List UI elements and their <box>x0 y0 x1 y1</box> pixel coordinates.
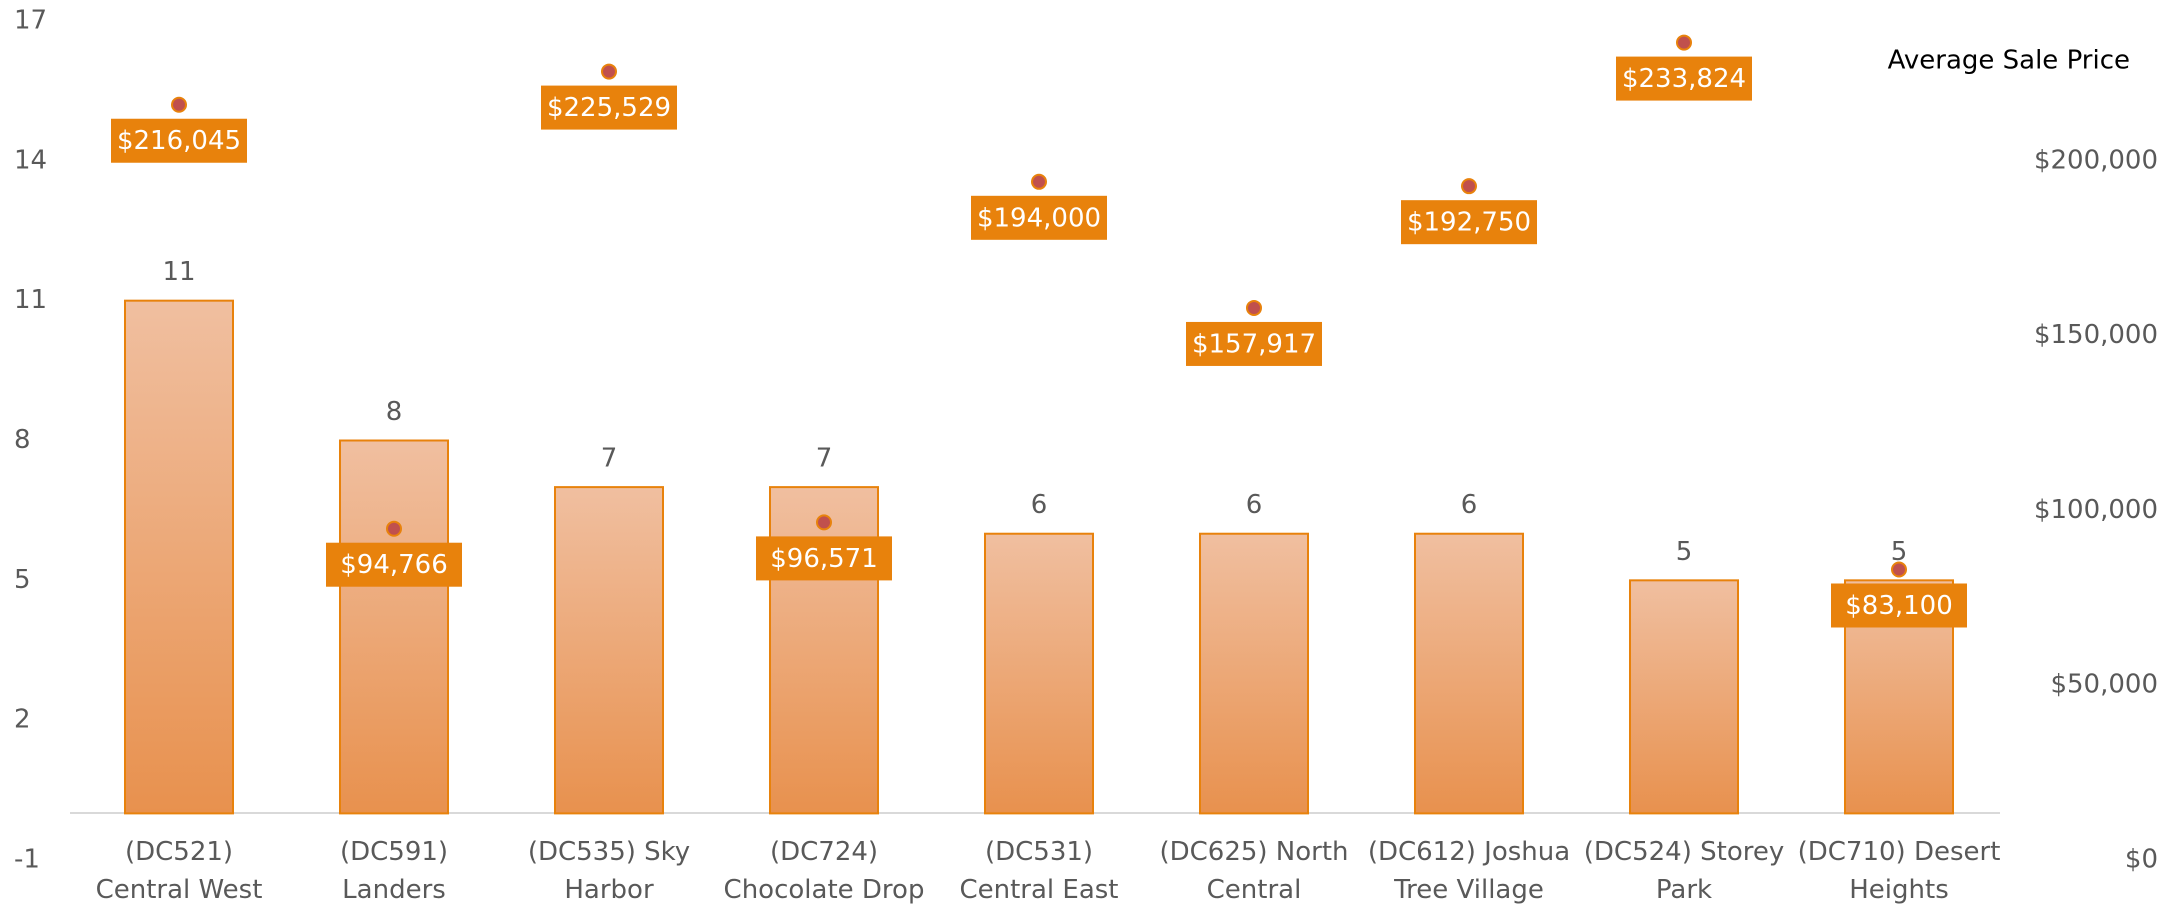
x-tick-label: (DC710) Desert Heights <box>1797 837 2001 905</box>
bar <box>769 486 879 815</box>
x-tick-label: (DC535) Sky Harbor <box>527 837 691 905</box>
y2-tick-label: $200,000 <box>2034 145 2158 175</box>
bar <box>1199 532 1309 815</box>
price-point <box>1246 299 1262 316</box>
y-tick-label: 17 <box>14 6 47 36</box>
price-point <box>601 63 617 80</box>
price-label-box <box>1186 321 1322 366</box>
price-point <box>1031 173 1047 190</box>
price-label: $94,766 <box>340 550 448 580</box>
price-label-box <box>1831 583 1967 628</box>
price-point <box>386 520 402 537</box>
price-label-box <box>1616 56 1752 101</box>
price-point <box>816 514 832 531</box>
bar-value-label: 6 <box>1461 490 1478 520</box>
price-point <box>171 96 187 113</box>
bar <box>124 299 234 815</box>
bar <box>984 532 1094 815</box>
price-label: $192,750 <box>1407 208 1531 238</box>
price-label: $233,824 <box>1622 64 1746 94</box>
price-point <box>1676 34 1692 51</box>
price-point <box>1461 178 1477 195</box>
price-label: $194,000 <box>977 203 1101 233</box>
x-tick-label: (DC591) Landers <box>339 837 449 905</box>
y2-tick-label: $0 <box>2125 845 2158 875</box>
x-tick-label: (DC625) North Central <box>1159 837 1349 905</box>
y2-tick-label: $150,000 <box>2034 320 2158 350</box>
x-tick-label: (DC612) Joshua Tree Village <box>1367 837 1571 905</box>
price-label: $96,571 <box>770 544 878 574</box>
bar-value-label: 7 <box>601 444 618 474</box>
price-label: $216,045 <box>117 126 241 156</box>
y-tick-label: 14 <box>14 145 47 175</box>
price-label: $83,100 <box>1845 591 1953 621</box>
price-label-box <box>326 542 462 587</box>
bar <box>554 486 664 815</box>
bar <box>1629 579 1739 815</box>
bar-value-label: 11 <box>162 257 195 287</box>
bar-value-label: 8 <box>386 397 403 427</box>
y-tick-label: 2 <box>14 705 31 735</box>
y2-tick-label: $50,000 <box>2050 670 2158 700</box>
y-tick-label: 8 <box>14 425 31 455</box>
bar <box>1414 532 1524 815</box>
x-tick-label: (DC524) Storey Park <box>1583 837 1785 905</box>
y2-tick-label: $100,000 <box>2034 495 2158 525</box>
price-point <box>1891 561 1907 578</box>
y-tick-label: -1 <box>14 845 40 875</box>
price-label-box <box>541 85 677 130</box>
bar-value-label: 5 <box>1891 537 1908 567</box>
price-label-box <box>1401 200 1537 245</box>
bar-value-label: 6 <box>1246 490 1263 520</box>
price-label-box <box>111 118 247 163</box>
price-label: $225,529 <box>547 93 671 123</box>
x-tick-label: (DC521) Central West <box>95 837 263 905</box>
price-label-box <box>756 536 892 581</box>
bar-value-label: 6 <box>1031 490 1048 520</box>
bar <box>339 439 449 815</box>
price-label: $157,917 <box>1192 329 1316 359</box>
bar-value-label: 7 <box>816 444 833 474</box>
price-label-box <box>971 195 1107 240</box>
x-tick-label: (DC531) Central East <box>959 837 1119 905</box>
y-tick-label: 11 <box>14 285 47 315</box>
legend-label: Average Sale Price <box>1888 46 2130 76</box>
bar-value-label: 5 <box>1676 537 1693 567</box>
y-tick-label: 5 <box>14 565 31 595</box>
x-tick-label: (DC724) Chocolate Drop <box>723 837 925 905</box>
